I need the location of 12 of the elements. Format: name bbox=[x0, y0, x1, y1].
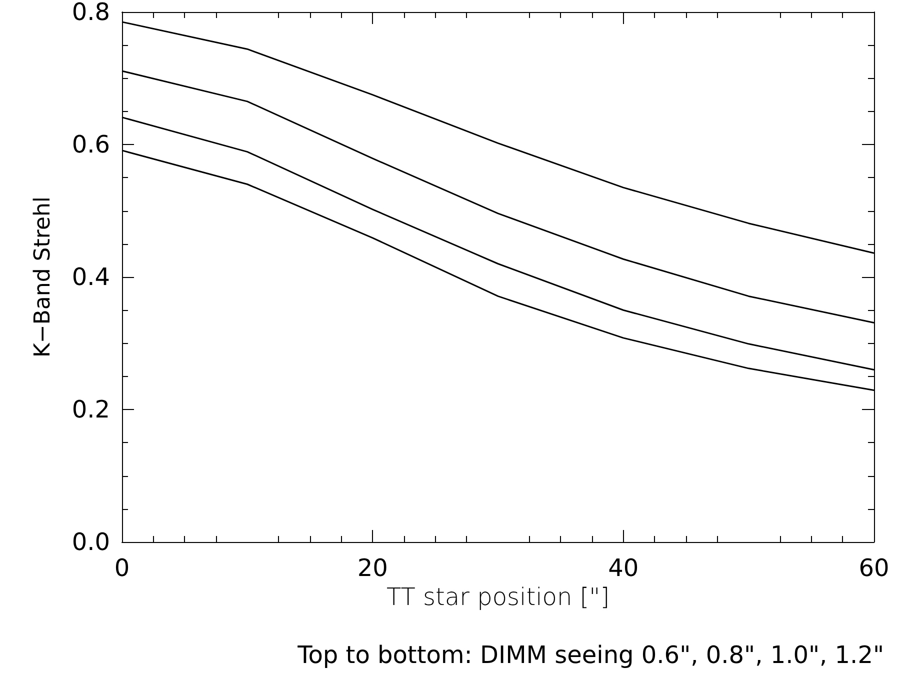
x-tick-label: 20 bbox=[357, 554, 388, 582]
text: Top to bottom: DIMM seeing 0.6", 0.8", 1.0", 1.2" bbox=[296, 641, 884, 669]
y-tick-label: 0.8 bbox=[72, 0, 110, 26]
y-tick-label: 0.4 bbox=[72, 263, 110, 291]
y-tick-label: 0.2 bbox=[72, 396, 110, 424]
x-axis-title: TT star position ["] bbox=[386, 582, 610, 611]
x-tick-label: 60 bbox=[858, 554, 890, 582]
y-tick-label: 0.0 bbox=[72, 528, 110, 556]
y-axis-title: K−Band Strehl bbox=[30, 196, 56, 358]
y-tick-label: 0.6 bbox=[72, 130, 110, 158]
x-tick-label: 40 bbox=[608, 554, 639, 582]
x-tick-label: 0 bbox=[114, 554, 130, 582]
